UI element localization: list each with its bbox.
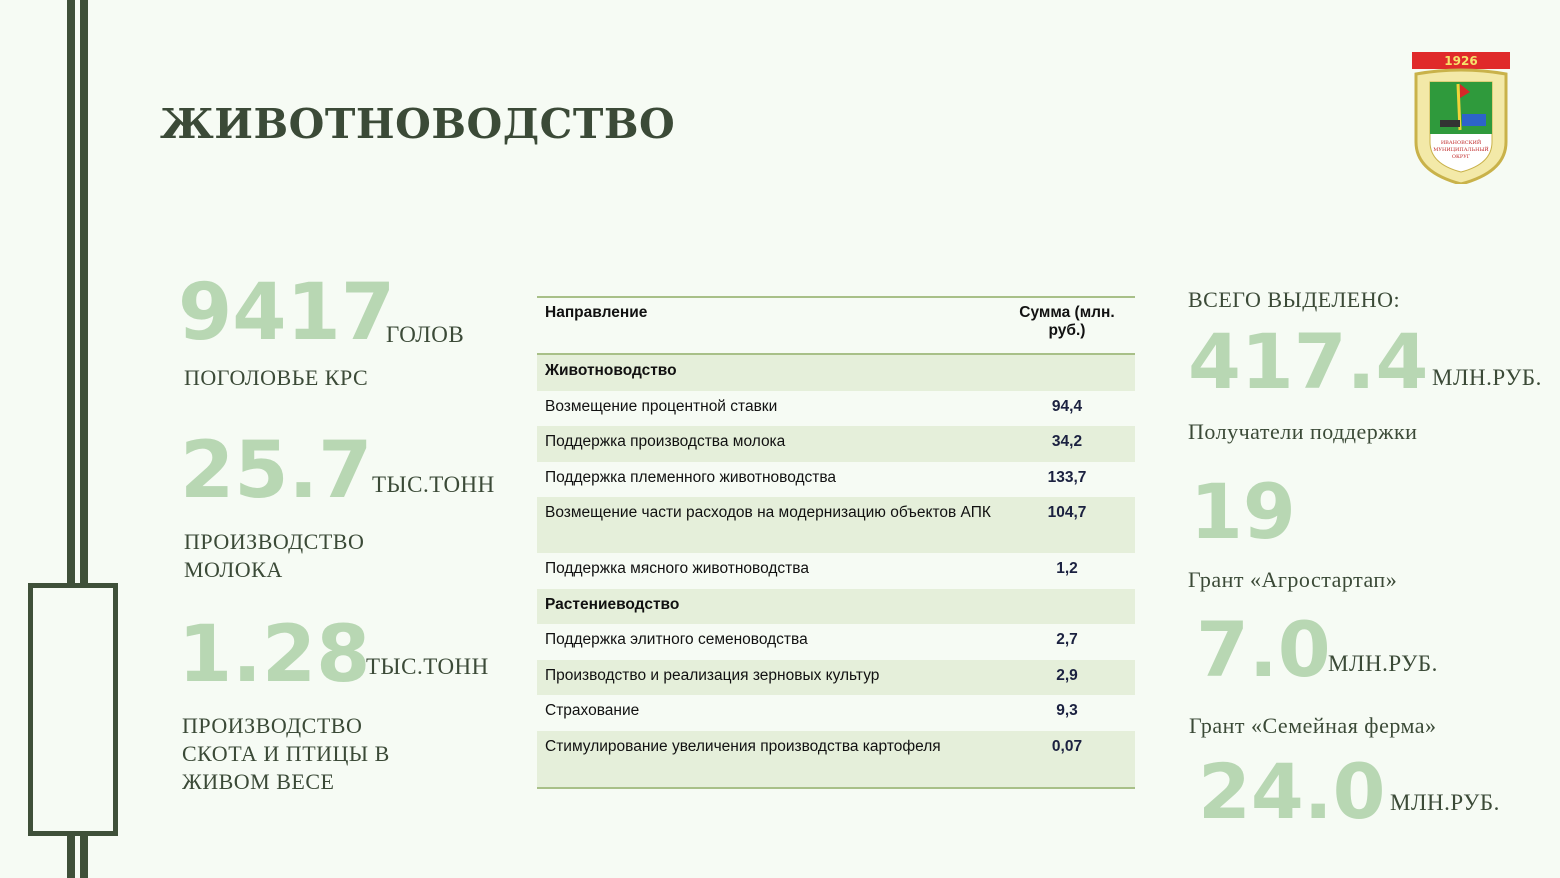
row-value: 0,07 [999, 730, 1135, 788]
grant-agrostartup-value: 7.0 [1196, 605, 1331, 694]
table-section-row: Животноводство [537, 354, 1135, 391]
row-value: 2,7 [1056, 631, 1078, 648]
grant-family-farm-value: 24.0 [1198, 747, 1386, 836]
total-label: ВСЕГО ВЫДЕЛЕНО: [1188, 287, 1401, 312]
row-value: 133,7 [1047, 468, 1087, 486]
row-name: Поддержка элитного семеноводства [545, 631, 808, 648]
stat-cattle-label: ПОГОЛОВЬЕ КРС [184, 365, 369, 390]
grant-family-farm-unit: МЛН.РУБ. [1390, 790, 1500, 815]
svg-text:МУНИЦИПАЛЬНЫЙ: МУНИЦИПАЛЬНЫЙ [1433, 145, 1489, 153]
recipients-label: Получатели поддержки [1188, 419, 1418, 444]
row-name: Животноводство [537, 354, 999, 391]
stat-livestock-unit: ТЫС.ТОНН [366, 654, 489, 679]
row-name: Растениеводство [537, 588, 999, 624]
row-value [999, 354, 1135, 391]
stat-milk-value: 25.7 [180, 426, 373, 516]
table-row: Поддержка племенного животноводства 133,7 [537, 462, 1135, 498]
stat-milk-label: ПРОИЗВОДСТВО МОЛОКА [184, 529, 365, 582]
stat-milk-unit: ТЫС.ТОНН [372, 472, 495, 497]
row-name: Возмещение части расходов на модернизаци… [537, 497, 999, 553]
table-row: Поддержка производства молока 34,2 [537, 426, 1135, 462]
decor-line [80, 0, 88, 878]
stat-livestock-value: 1.28 [178, 610, 371, 700]
decor-frame [28, 583, 118, 836]
stat-cattle-value: 9417 [178, 268, 396, 358]
row-name: Возмещение процентной ставки [545, 397, 778, 415]
row-value: 34,2 [999, 426, 1135, 462]
row-value: 104,7 [999, 497, 1135, 553]
row-value: 9,3 [1056, 702, 1078, 719]
row-name: Поддержка мясного животноводства [545, 560, 809, 577]
total-unit: МЛН.РУБ. [1432, 365, 1542, 390]
row-name: Поддержка производства молока [537, 426, 999, 462]
recipients-value: 19 [1190, 467, 1296, 556]
table-row: Производство и реализация зерновых культ… [537, 659, 1135, 695]
col-header-direction: Направление [537, 297, 999, 355]
svg-text:1926: 1926 [1444, 54, 1477, 68]
decor-line [67, 0, 75, 878]
row-name: Стимулирование увеличения производства к… [537, 730, 999, 788]
col-header-sum: Сумма (млн. руб.) [999, 297, 1135, 355]
stat-livestock-label: ПРОИЗВОДСТВО СКОТА И ПТИЦЫ В ЖИВОМ ВЕСЕ [182, 713, 390, 794]
row-value: 1,2 [1056, 560, 1078, 577]
page-title: ЖИВОТНОВОДСТВО [160, 100, 676, 148]
stat-cattle-unit: ГОЛОВ [386, 322, 465, 347]
table-section-row: Растениеводство [537, 588, 1135, 624]
table-row: Поддержка мясного животноводства 1,2 [537, 553, 1135, 589]
row-name: Поддержка племенного животноводства [545, 468, 837, 486]
table-row: Возмещение процентной ставки 94,4 [537, 391, 1135, 427]
support-table: Направление Сумма (млн. руб.) Животновод… [537, 296, 1135, 789]
table-row: Возмещение части расходов на модернизаци… [537, 497, 1135, 553]
table-row: Стимулирование увеличения производства к… [537, 730, 1135, 788]
row-value: 94,4 [1051, 397, 1083, 415]
row-value [999, 588, 1135, 624]
total-value: 417.4 [1188, 317, 1429, 406]
row-name: Страхование [545, 702, 640, 719]
grant-agrostartup-label: Грант «Агростартап» [1188, 567, 1398, 592]
row-value: 2,9 [999, 659, 1135, 695]
table-row: Поддержка элитного семеноводства 2,7 [537, 624, 1135, 660]
coat-of-arms-logo: 1926 ИВАНОВСКИЙ МУНИЦИПАЛЬНЫЙ ОКРУГ [1412, 52, 1510, 184]
row-name: Производство и реализация зерновых культ… [537, 659, 999, 695]
grant-family-farm-label: Грант «Семейная ферма» [1189, 713, 1437, 738]
table-row: Страхование 9,3 [537, 695, 1135, 731]
grant-agrostartup-unit: МЛН.РУБ. [1328, 651, 1438, 676]
svg-text:ОКРУГ: ОКРУГ [1452, 154, 1471, 160]
svg-text:ИВАНОВСКИЙ: ИВАНОВСКИЙ [1441, 138, 1482, 146]
